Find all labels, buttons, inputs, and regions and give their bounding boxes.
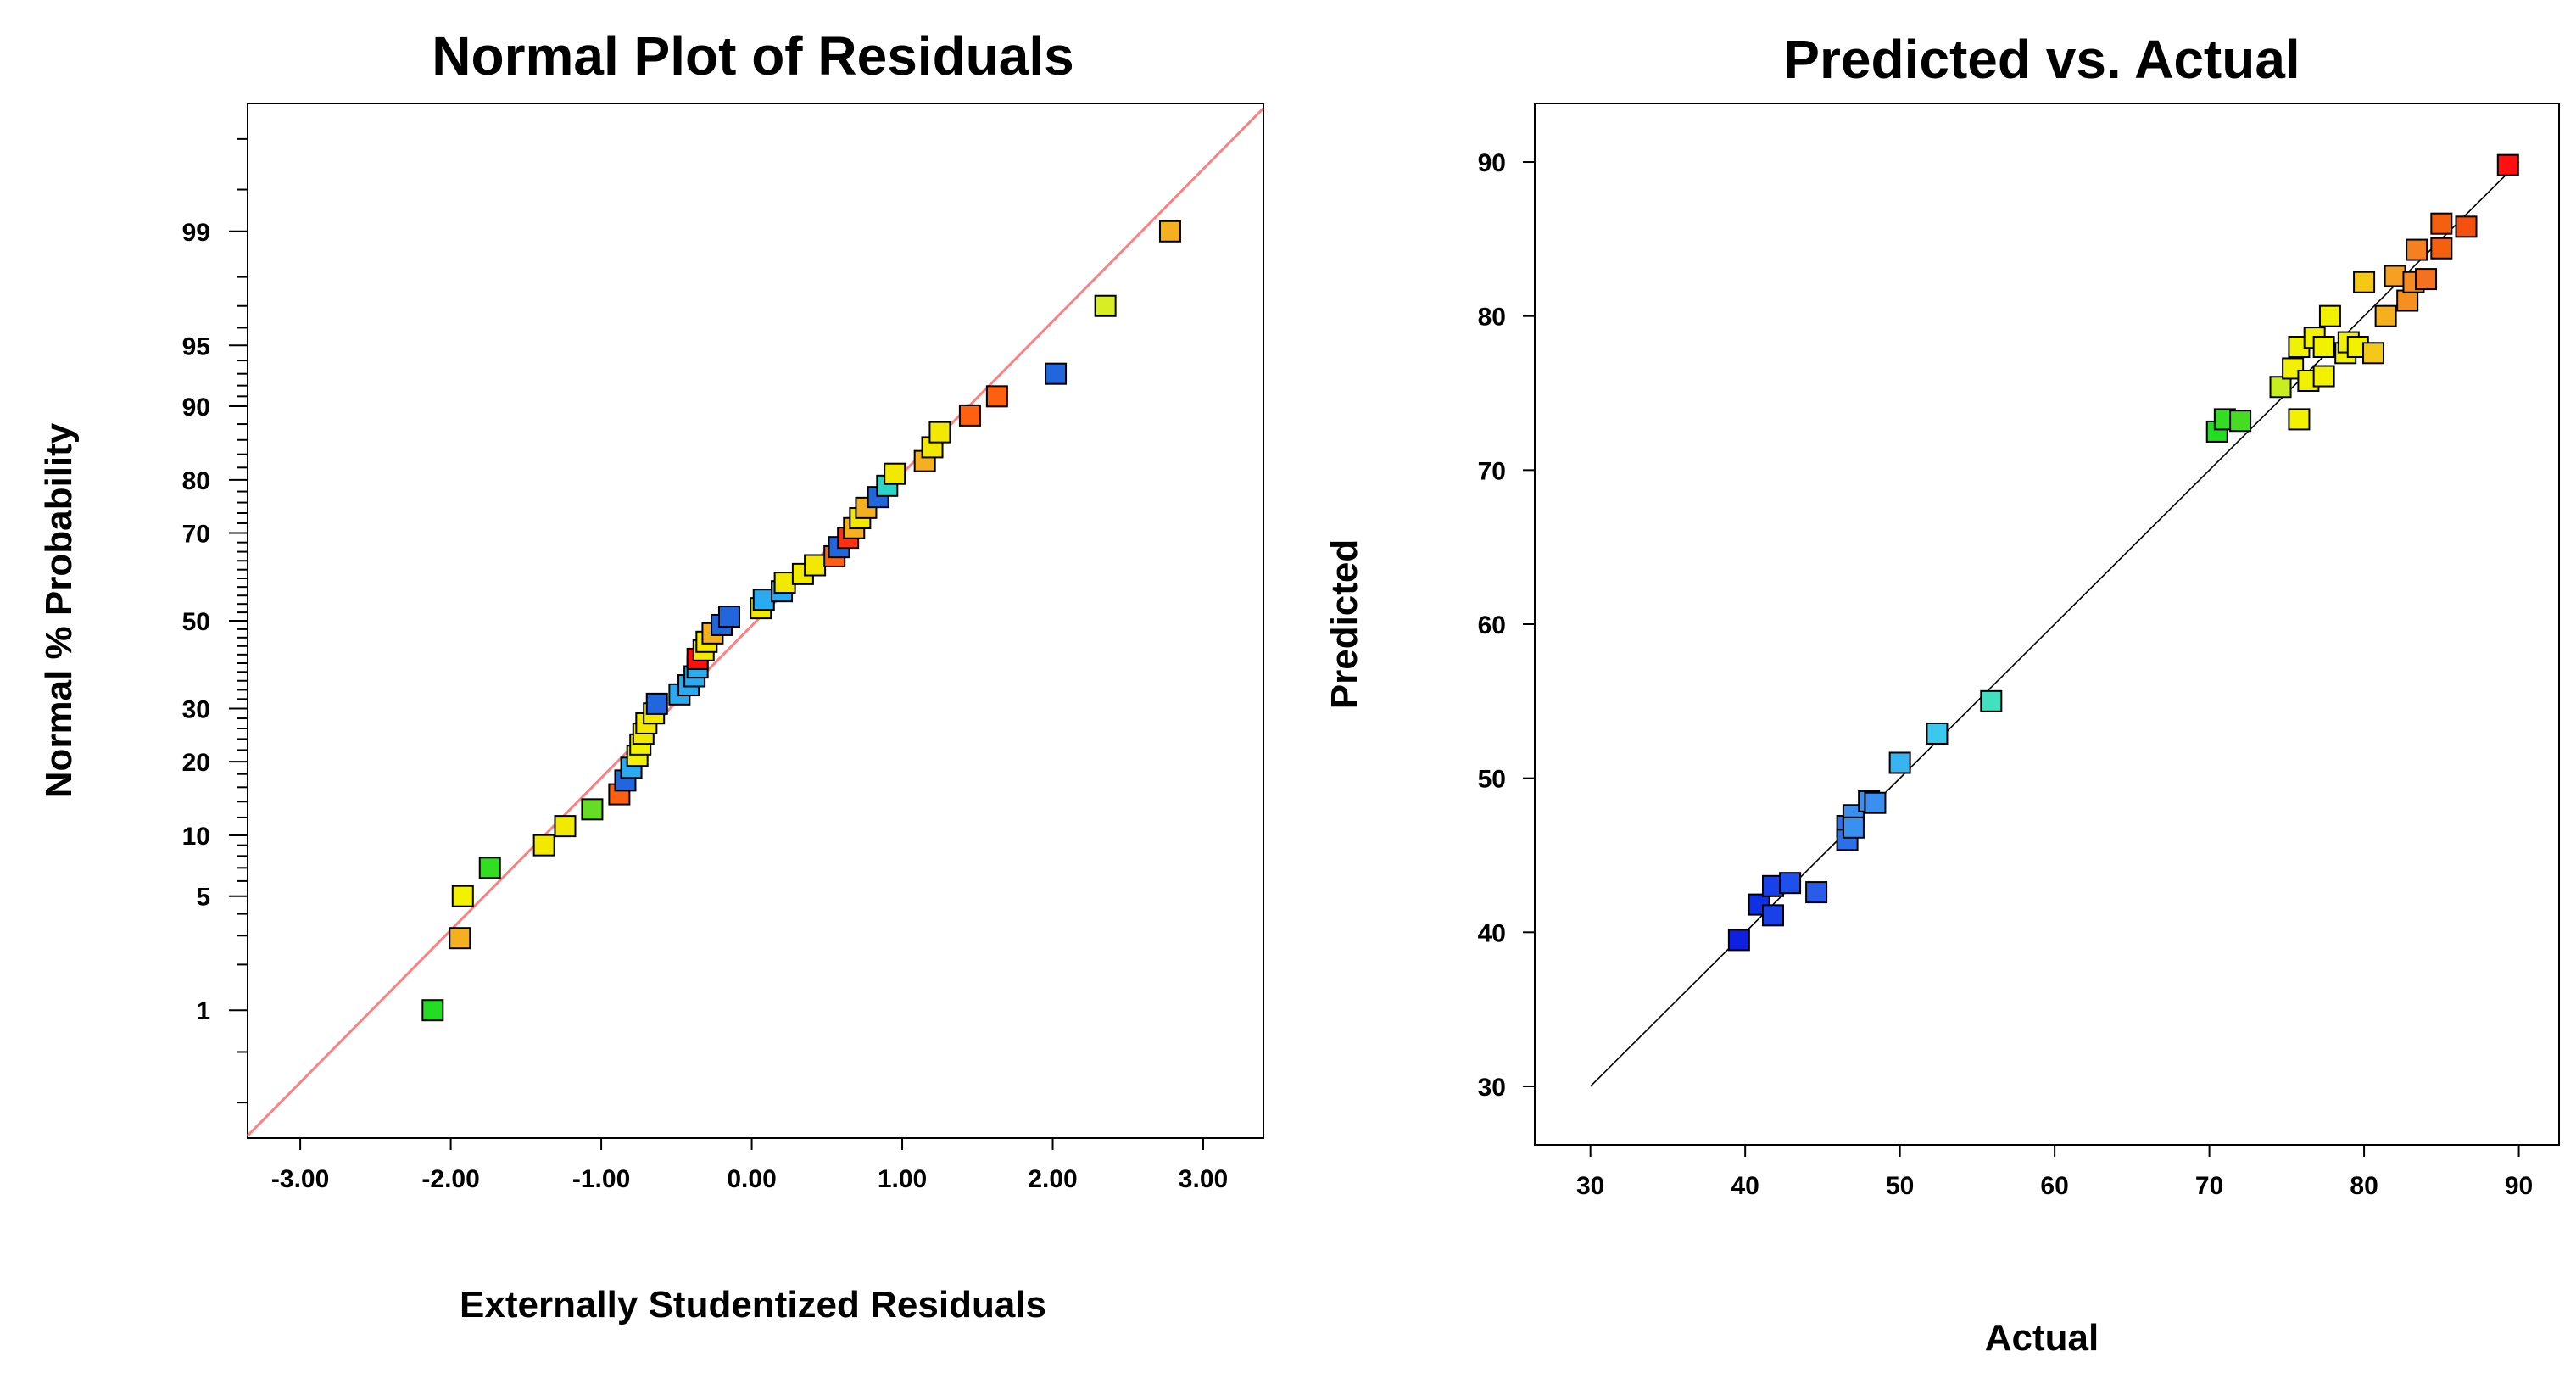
data-point	[421, 999, 444, 1022]
data-point	[1864, 791, 1887, 814]
data-point	[1926, 722, 1949, 745]
data-point	[581, 798, 604, 821]
y-tick-label: 80	[182, 467, 210, 495]
data-point	[1045, 362, 1068, 385]
data-point	[1980, 689, 2003, 712]
data-point	[2353, 271, 2376, 293]
y-tick-label: 1	[196, 997, 210, 1025]
x-tick-label: -2.00	[421, 1165, 479, 1193]
data-point	[2312, 336, 2335, 359]
tick-labels: -3.00 -2.00 -1.00 0.00 1.00 2.00 3.00 1 5 10 20 30 5…	[182, 219, 1229, 1193]
data-point	[2455, 215, 2478, 238]
data-point	[2396, 289, 2419, 312]
y-tick-label: 5	[196, 884, 210, 912]
chart-title: Normal Plot of Residuals	[432, 25, 1073, 87]
x-tick-label: 30	[1576, 1172, 1604, 1200]
x-tick-label: 60	[2040, 1172, 2068, 1200]
data-point	[1779, 872, 1802, 895]
y-tick-label: 10	[182, 823, 210, 851]
data-point	[451, 885, 474, 907]
y-tick-label: 99	[182, 219, 210, 247]
data-point	[532, 834, 555, 857]
data-point	[2312, 365, 2335, 388]
data-point	[2406, 238, 2428, 261]
data-point	[2496, 153, 2519, 176]
data-point	[985, 385, 1008, 408]
data-point	[554, 815, 577, 838]
data-point	[884, 462, 906, 485]
reference-line	[246, 107, 1265, 1137]
x-tick-label: 1.00	[878, 1165, 927, 1193]
tick-marks	[229, 137, 1205, 1150]
data-point	[2430, 212, 2453, 235]
y-tick-label: 50	[1478, 766, 1506, 794]
data-point	[478, 857, 501, 879]
x-tick-label: 2.00	[1028, 1165, 1077, 1193]
x-axis-label: Actual	[1985, 1317, 2099, 1359]
x-tick-label: -3.00	[271, 1165, 329, 1193]
data-points	[421, 220, 1181, 1022]
data-point	[2269, 376, 2292, 399]
y-tick-label: 60	[1478, 611, 1506, 639]
data-point	[2288, 408, 2311, 431]
y-tick-label: 70	[1478, 457, 1506, 485]
x-tick-label: 50	[1886, 1172, 1914, 1200]
data-point	[2415, 268, 2438, 291]
y-tick-label: 50	[182, 608, 210, 636]
data-point	[2374, 304, 2397, 327]
x-axis-label: Externally Studentized Residuals	[460, 1284, 1046, 1326]
y-axis-label: Predicted	[1324, 539, 1365, 710]
data-points	[1727, 153, 2519, 952]
data-point	[1888, 751, 1911, 774]
data-point	[717, 606, 740, 628]
x-tick-label: 70	[2195, 1172, 2223, 1200]
predicted-vs-actual-chart: Predicted vs. Actual 30 40 50 60 70 80 90 30 40 5…	[1324, 29, 2560, 1359]
data-point	[928, 421, 951, 444]
data-point	[804, 554, 827, 577]
tick-marks	[1523, 161, 2520, 1157]
data-point	[2318, 304, 2341, 327]
data-point	[2384, 265, 2406, 287]
data-point	[2229, 410, 2252, 433]
x-tick-label: 40	[1731, 1172, 1759, 1200]
x-tick-label: 3.00	[1179, 1165, 1228, 1193]
y-tick-label: 90	[1478, 149, 1506, 177]
y-tick-label: 95	[182, 332, 210, 360]
data-point	[1805, 881, 1828, 904]
data-point	[1762, 904, 1785, 927]
data-point	[645, 692, 668, 715]
data-point	[449, 927, 471, 950]
chart-title: Predicted vs. Actual	[1783, 29, 2300, 90]
x-tick-label: 80	[2350, 1172, 2378, 1200]
y-tick-label: 20	[182, 749, 210, 777]
y-axis-label: Normal % Probability	[38, 422, 80, 798]
y-tick-label: 80	[1478, 304, 1506, 332]
data-point	[2362, 342, 2385, 365]
y-tick-label: 30	[1478, 1074, 1506, 1102]
x-tick-label: 0.00	[727, 1165, 776, 1193]
y-tick-label: 30	[182, 696, 210, 724]
normal-plot-chart: Normal Plot of Residuals -3.00 -2.00 -1.00…	[38, 25, 1265, 1326]
data-point	[1158, 220, 1181, 243]
data-point	[1842, 816, 1865, 839]
y-tick-label: 70	[182, 520, 210, 548]
data-point	[2430, 237, 2453, 260]
y-tick-label: 90	[182, 393, 210, 421]
data-point	[1094, 294, 1117, 317]
data-point	[1727, 929, 1750, 952]
y-tick-label: 40	[1478, 919, 1506, 947]
data-point	[958, 404, 981, 427]
x-tick-label: -1.00	[572, 1165, 630, 1193]
tick-labels: 30 40 50 60 70 80 90 30 40 50 60 70 80 90	[1478, 149, 2534, 1200]
x-tick-label: 90	[2505, 1172, 2533, 1200]
